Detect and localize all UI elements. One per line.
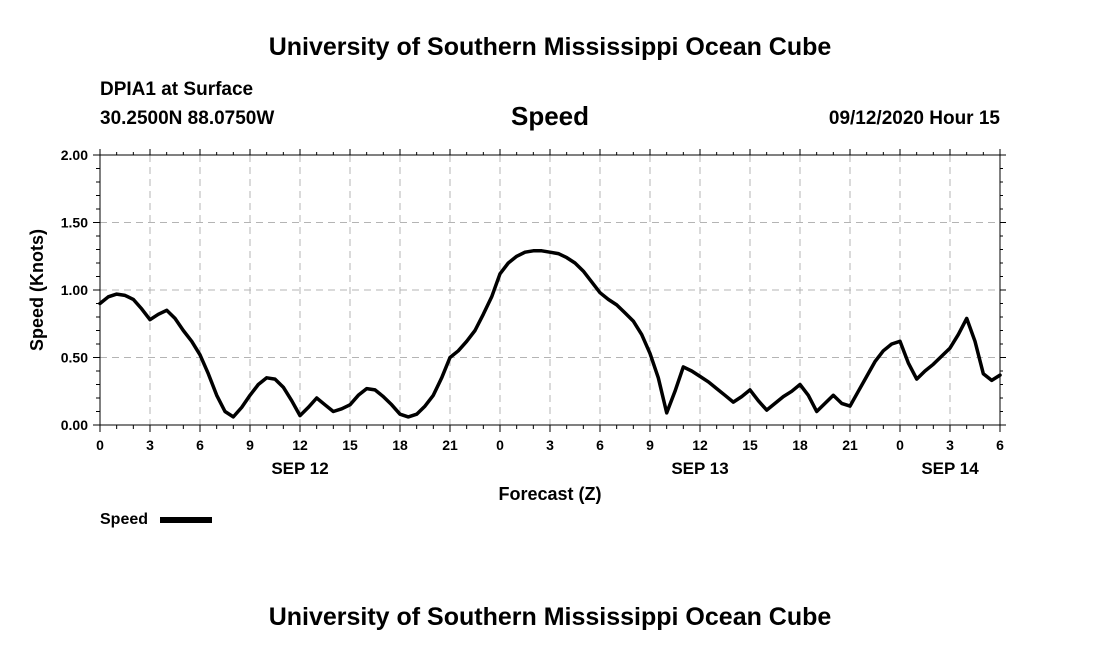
x-tick-label: 21	[842, 437, 858, 453]
x-tick-label: 12	[692, 437, 708, 453]
x-tick-label: 6	[196, 437, 204, 453]
x-tick-label: 9	[246, 437, 254, 453]
station-label: DPIA1 at Surface	[100, 79, 253, 100]
date-label: SEP 14	[921, 459, 979, 478]
y-tick-label: 1.50	[61, 215, 88, 231]
legend-label: Speed	[100, 511, 148, 528]
grid-lines	[100, 155, 1000, 425]
y-tick-label: 2.00	[61, 147, 88, 163]
y-tick-label: 0.50	[61, 350, 88, 366]
y-axis-title: Speed (Knots)	[27, 229, 47, 351]
x-tick-label: 0	[496, 437, 504, 453]
x-tick-label: 15	[342, 437, 358, 453]
x-tick-label: 3	[946, 437, 954, 453]
x-tick-label: 15	[742, 437, 758, 453]
x-tick-label: 6	[996, 437, 1004, 453]
x-tick-label: 21	[442, 437, 458, 453]
chart-header-title: University of Southern Mississippi Ocean…	[269, 33, 832, 61]
series-layer	[98, 249, 1002, 419]
axis-ticks	[93, 149, 1006, 432]
axis-tick-labels: 0.00 0.50 1.00 1.50 2.00 0 3 6 9 12 15 18 21 0 3 6 9 12 15…	[61, 147, 1004, 478]
y-tick-label: 0.00	[61, 417, 88, 433]
datetime-label: 09/12/2020 Hour 15	[829, 108, 1001, 129]
series-line-speed	[98, 249, 1002, 419]
location-label: 30.2500N 88.0750W	[100, 108, 274, 129]
x-axis-title: Forecast (Z)	[498, 484, 601, 504]
variable-title: Speed	[511, 101, 589, 131]
x-tick-label: 9	[646, 437, 654, 453]
date-label: SEP 12	[271, 459, 328, 478]
y-tick-label: 1.00	[61, 282, 88, 298]
footer-title: University of Southern Mississippi Ocean…	[269, 603, 832, 631]
x-tick-label: 18	[792, 437, 808, 453]
date-label: SEP 13	[671, 459, 728, 478]
x-tick-label: 3	[546, 437, 554, 453]
x-tick-label: 12	[292, 437, 308, 453]
x-tick-label: 0	[896, 437, 904, 453]
x-tick-label: 6	[596, 437, 604, 453]
x-tick-label: 18	[392, 437, 408, 453]
x-tick-label: 0	[96, 437, 104, 453]
x-tick-label: 3	[146, 437, 154, 453]
